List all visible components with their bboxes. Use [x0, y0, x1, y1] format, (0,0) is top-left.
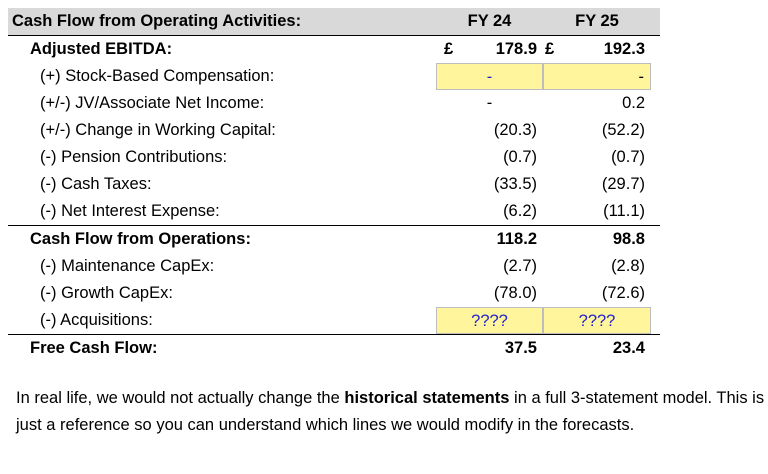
cash-flow-table: Cash Flow from Operating Activities: FY … [8, 8, 660, 362]
cell-value: 0.2 [622, 94, 645, 112]
note-text-part1: In real life, we would not actually chan… [16, 389, 345, 407]
cell-value: (2.8) [611, 257, 645, 275]
cell-fy24[interactable]: (20.3) [436, 117, 543, 144]
cash-taxes-row: (-) Cash Taxes: (33.5) (29.7) [8, 171, 660, 198]
currency-symbol: £ [545, 40, 555, 58]
cell-value: 178.9 [495, 40, 537, 58]
cell-value: - [638, 68, 645, 86]
input-cell-fy24[interactable]: - [436, 63, 543, 90]
cell-fy24[interactable]: 118.2 [436, 226, 543, 253]
header-row: Cash Flow from Operating Activities: FY … [8, 8, 660, 36]
currency-symbol: £ [444, 40, 454, 58]
cell-fy25[interactable]: (0.7) [543, 144, 651, 171]
cell-value: ???? [471, 312, 508, 330]
cell-value: ???? [578, 312, 616, 330]
row-label: Adjusted EBITDA: [30, 40, 173, 58]
row-label: (-) Cash Taxes: [40, 175, 152, 193]
row-label: (-) Growth CapEx: [40, 284, 173, 302]
cell-fy25[interactable]: (29.7) [543, 171, 651, 198]
cell-fy25[interactable]: £ 192.3 [543, 36, 651, 63]
row-label: Free Cash Flow: [30, 339, 158, 357]
row-label: (-) Acquisitions: [40, 311, 153, 329]
pension-row: (-) Pension Contributions: (0.7) (0.7) [8, 144, 660, 171]
cell-value: (6.2) [503, 202, 537, 220]
cell-fy24[interactable]: (6.2) [436, 198, 543, 225]
ebitda-row: Adjusted EBITDA: £ 178.9 £ 192.3 [8, 36, 660, 63]
cell-fy24[interactable]: 37.5 [436, 335, 543, 362]
row-label: (-) Pension Contributions: [40, 148, 228, 166]
column-header-fy24: FY 24 [467, 12, 512, 30]
input-cell-fy25[interactable]: - [543, 63, 651, 90]
cell-fy24[interactable]: (0.7) [436, 144, 543, 171]
cell-fy24[interactable]: (78.0) [436, 280, 543, 307]
cell-value: (20.3) [493, 121, 537, 139]
row-label: Cash Flow from Operations: [30, 230, 251, 248]
cfo-row: Cash Flow from Operations: 118.2 98.8 [8, 225, 660, 253]
sbc-row: (+) Stock-Based Compensation: - - [8, 63, 660, 90]
cell-value: (11.1) [603, 202, 645, 220]
cell-fy24[interactable]: £ 178.9 [436, 36, 543, 63]
cell-fy25[interactable]: 98.8 [543, 226, 651, 253]
cell-value: 98.8 [612, 230, 645, 248]
input-cell-fy24[interactable]: ???? [436, 307, 543, 334]
explanatory-note: In real life, we would not actually chan… [16, 385, 768, 439]
row-label: (+/-) Change in Working Capital: [40, 121, 276, 139]
cell-fy24[interactable]: (33.5) [436, 171, 543, 198]
row-label: (+) Stock-Based Compensation: [40, 67, 275, 85]
cell-value: 37.5 [504, 339, 537, 357]
growth-capex-row: (-) Growth CapEx: (78.0) (72.6) [8, 280, 660, 307]
cell-value: (72.6) [601, 284, 645, 302]
cell-value: - [486, 68, 493, 86]
cell-value: 23.4 [612, 339, 645, 357]
cell-value: 192.3 [603, 40, 645, 58]
cell-fy25[interactable]: (52.2) [543, 117, 651, 144]
working-capital-row: (+/-) Change in Working Capital: (20.3) … [8, 117, 660, 144]
jv-row: (+/-) JV/Associate Net Income: - 0.2 [8, 90, 660, 117]
note-text-part2: in a full 3-statement model. This is jus… [16, 389, 765, 434]
cell-value: (29.7) [601, 175, 645, 193]
cell-value: (0.7) [611, 148, 645, 166]
cell-value: (78.0) [493, 284, 537, 302]
net-interest-row: (-) Net Interest Expense: (6.2) (11.1) [8, 198, 660, 225]
cell-value: (0.7) [503, 148, 537, 166]
column-header-fy25: FY 25 [575, 12, 619, 30]
cell-value: - [486, 94, 493, 112]
cell-fy25[interactable]: 0.2 [543, 90, 651, 117]
acquisitions-row: (-) Acquisitions: ???? ???? [8, 307, 660, 334]
input-cell-fy25[interactable]: ???? [543, 307, 651, 334]
cell-fy24[interactable]: (2.7) [436, 253, 543, 280]
row-label: (-) Maintenance CapEx: [40, 257, 215, 275]
row-label: (-) Net Interest Expense: [40, 202, 220, 220]
cell-fy25[interactable]: (2.8) [543, 253, 651, 280]
cell-value: (2.7) [503, 257, 537, 275]
cell-fy25[interactable]: 23.4 [543, 335, 651, 362]
cell-value: (33.5) [493, 175, 537, 193]
section-title: Cash Flow from Operating Activities: [12, 12, 302, 30]
cell-fy25[interactable]: (11.1) [543, 198, 651, 225]
fcf-row: Free Cash Flow: 37.5 23.4 [8, 334, 660, 362]
cell-fy25[interactable]: (72.6) [543, 280, 651, 307]
note-emphasis: historical statements [344, 389, 510, 407]
cell-fy24[interactable]: - [436, 90, 543, 117]
cell-value: 118.2 [496, 230, 537, 248]
cell-value: (52.2) [601, 121, 645, 139]
row-label: (+/-) JV/Associate Net Income: [40, 94, 265, 112]
maintenance-capex-row: (-) Maintenance CapEx: (2.7) (2.8) [8, 253, 660, 280]
